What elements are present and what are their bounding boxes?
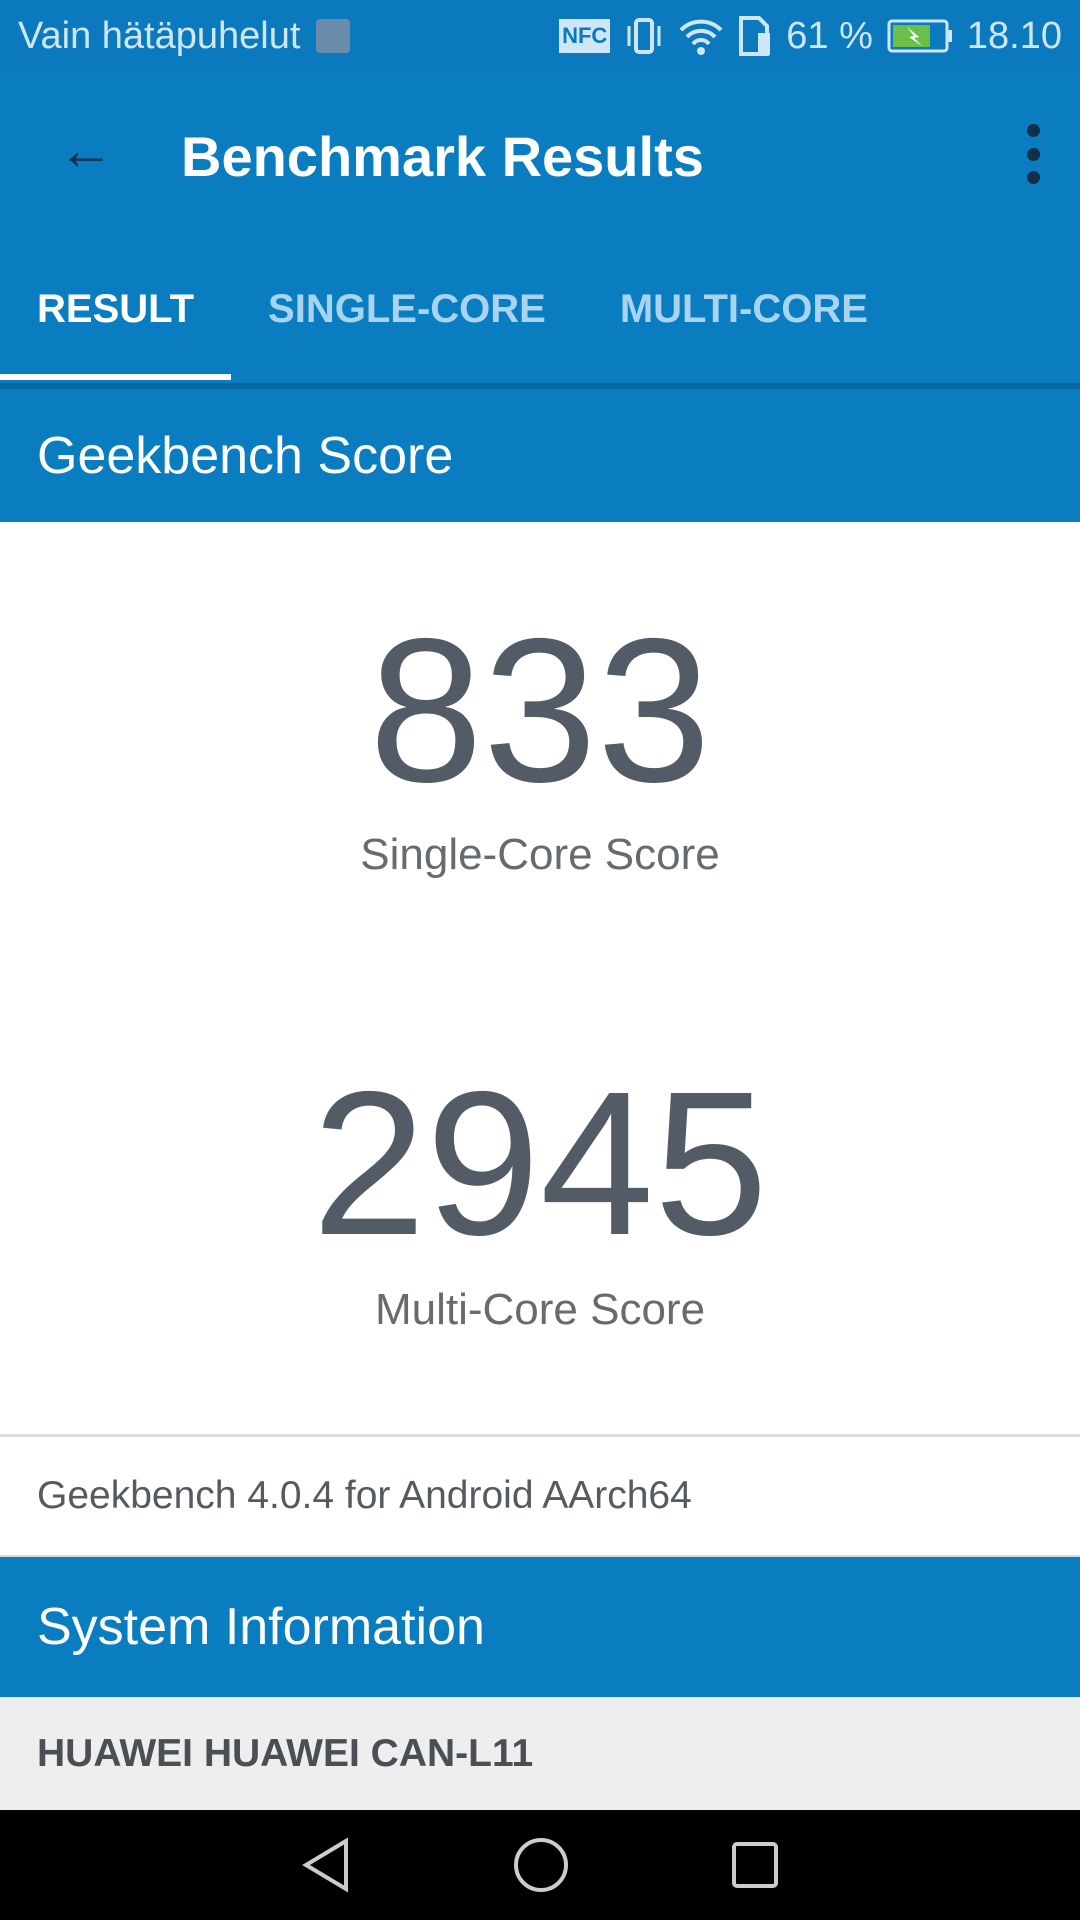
recents-square-icon[interactable] bbox=[730, 1840, 780, 1890]
arrow-left-icon[interactable]: ← bbox=[58, 118, 114, 181]
app-bar: ← Benchmark Results bbox=[0, 72, 1080, 239]
back-triangle-icon[interactable] bbox=[300, 1837, 352, 1893]
wifi-icon bbox=[679, 19, 723, 55]
system-information-header: System Information bbox=[0, 1557, 1080, 1697]
single-core-value: 833 bbox=[368, 596, 712, 825]
multi-core-value: 2945 bbox=[311, 1049, 769, 1278]
device-name: HUAWEI HUAWEI CAN-L11 bbox=[0, 1697, 1080, 1810]
tab-bar: RESULT SINGLE-CORE MULTI-CORE bbox=[0, 239, 1080, 386]
navigation-bar bbox=[0, 1810, 1080, 1920]
geekbench-score-header: Geekbench Score bbox=[0, 389, 1080, 522]
home-circle-icon[interactable] bbox=[512, 1836, 570, 1894]
more-vert-icon[interactable] bbox=[1026, 124, 1040, 184]
carrier-text: Vain hätäpuhelut bbox=[18, 14, 301, 57]
tab-single-core[interactable]: SINGLE-CORE bbox=[268, 287, 546, 331]
tab-divider bbox=[0, 383, 1080, 389]
status-bar: Vain hätäpuhelut NFC 61 % 18.10 bbox=[0, 0, 1080, 72]
clock: 18.10 bbox=[966, 14, 1062, 57]
tab-result[interactable]: RESULT bbox=[0, 239, 232, 380]
multi-core-label: Multi-Core Score bbox=[374, 1285, 706, 1334]
image-notification-icon bbox=[316, 19, 351, 53]
vibrate-icon bbox=[627, 18, 661, 54]
sim-alert-icon bbox=[739, 16, 771, 56]
version-text: Geekbench 4.0.4 for Android AArch64 bbox=[37, 1474, 692, 1517]
divider bbox=[0, 1434, 1080, 1437]
nfc-icon: NFC bbox=[559, 19, 611, 53]
battery-charging-icon bbox=[887, 19, 952, 53]
single-core-label: Single-Core Score bbox=[360, 830, 720, 879]
multi-core-score: 2945 bbox=[0, 1061, 1080, 1266]
battery-percent: 61 % bbox=[786, 14, 873, 57]
divider bbox=[0, 1555, 1080, 1558]
single-core-score: 833 bbox=[0, 608, 1080, 813]
page-title: Benchmark Results bbox=[181, 125, 704, 188]
tab-multi-core[interactable]: MULTI-CORE bbox=[619, 287, 868, 331]
